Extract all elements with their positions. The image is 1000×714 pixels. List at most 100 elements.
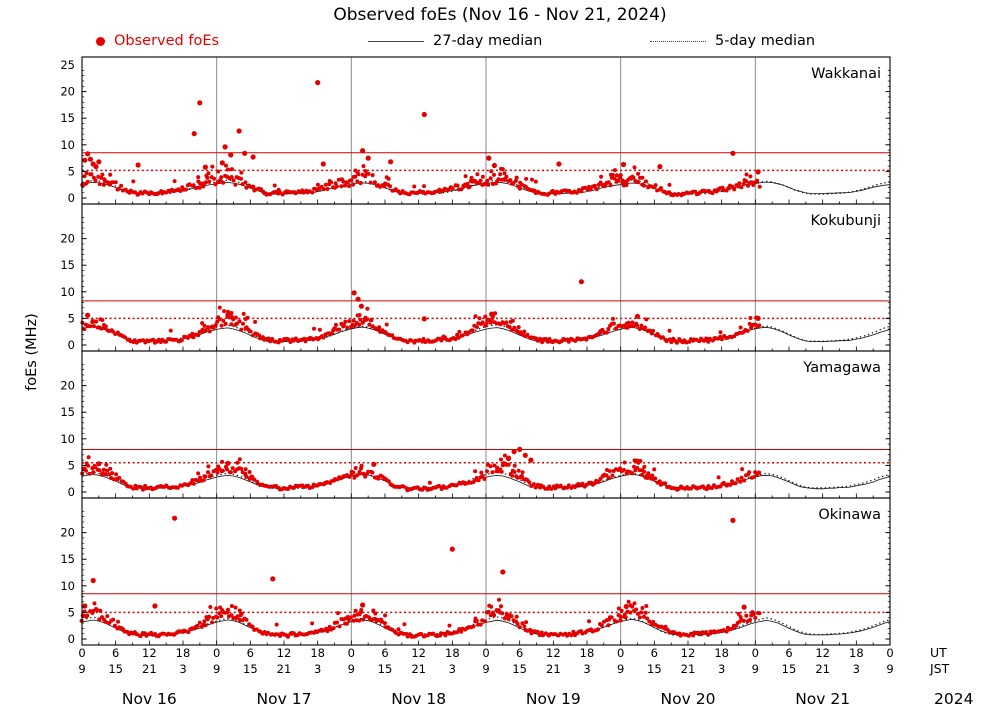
x-tick-jst: 3 [179, 662, 186, 676]
solid-line-icon [368, 40, 424, 42]
station-label: Okinawa [818, 507, 881, 523]
day-label: Nov 18 [391, 690, 446, 708]
y-tick-label: 0 [68, 338, 75, 352]
x-tick-jst: 15 [647, 662, 662, 676]
day-label: Nov 21 [795, 690, 850, 708]
station-label: Kokubunji [811, 213, 881, 229]
x-tick-jst: 21 [142, 662, 157, 676]
x-tick-jst: 9 [617, 662, 624, 676]
x-tick-jst: 3 [853, 662, 860, 676]
legend-item-median5: 5-day median [650, 31, 815, 51]
x-tick-jst: 9 [482, 662, 489, 676]
station-label: Wakkanai [811, 66, 881, 82]
x-tick-ut: 6 [112, 646, 119, 660]
y-tick-label: 5 [68, 311, 75, 325]
x-tick-ut: 0 [482, 646, 489, 660]
x-tick-jst: 21 [411, 662, 426, 676]
x-tick-jst: 21 [815, 662, 830, 676]
observed-scatter [80, 80, 762, 198]
x-tick-ut: 0 [78, 646, 85, 660]
x-tick-ut: 18 [580, 646, 595, 660]
x-tick-ut: 12 [142, 646, 157, 660]
x-tick-jst: 21 [277, 662, 292, 676]
y-tick-label: 5 [68, 458, 75, 472]
panel-kokubunji: 0 5 10 15 20 Kokubunji [60, 203, 891, 352]
x-tick-ut: 18 [445, 646, 460, 660]
x-tick-jst: 3 [718, 662, 725, 676]
x-tick-ut: 0 [617, 646, 624, 660]
x-axis-ticks [81, 640, 891, 645]
day-gridlines [216, 57, 756, 204]
x-tick-ut: 6 [651, 646, 658, 660]
x-tick-ut: 0 [886, 646, 893, 660]
panel-wakkanai: 0 5 10 15 20 25 Wakkanai [60, 56, 891, 205]
legend-item-median27: 27-day median [368, 31, 542, 51]
x-axis-labels: 0 9 6 15 12 21 18 3 0 9 6 15 12 21 18 3 0 9 6 15 12 21 18 3 0 9 6 1… [78, 645, 949, 676]
y-tick-label: 10 [60, 138, 75, 152]
x-tick-ut: 18 [849, 646, 864, 660]
y-tick-label: 5 [68, 164, 75, 178]
y-tick-label: 20 [60, 85, 75, 99]
ut-label: UT [930, 645, 947, 660]
panel-frame [81, 497, 891, 646]
x-tick-jst: 15 [108, 662, 123, 676]
y-tick-label: 20 [60, 526, 75, 540]
x-axis-ticks [81, 346, 891, 351]
x-tick-ut: 12 [681, 646, 696, 660]
y-axis-ticks: 0 5 10 15 20 [60, 510, 890, 646]
observed-scatter [80, 279, 762, 345]
panel-okinawa: 0 5 10 15 20 Okinawa [60, 497, 891, 646]
x-tick-jst: 9 [886, 662, 893, 676]
x-tick-ut: 0 [213, 646, 220, 660]
x-tick-jst: 21 [681, 662, 696, 676]
x-tick-jst: 15 [512, 662, 527, 676]
x-tick-ut: 6 [247, 646, 254, 660]
x-tick-ut: 6 [785, 646, 792, 660]
legend-label-median27: 27-day median [433, 33, 543, 49]
day-gridlines [216, 351, 756, 498]
y-axis-ticks: 0 5 10 15 20 [60, 363, 890, 499]
x-tick-jst: 15 [782, 662, 797, 676]
station-label: Yamagawa [802, 360, 881, 376]
x-tick-ut: 18 [310, 646, 325, 660]
legend-item-observed: Observed foEs [96, 31, 219, 51]
x-tick-ut: 0 [752, 646, 759, 660]
x-tick-ut: 12 [546, 646, 561, 660]
x-tick-ut: 6 [516, 646, 523, 660]
y-tick-label: 20 [60, 379, 75, 393]
x-axis-ticks [81, 493, 891, 498]
y-axis-ticks: 0 5 10 15 20 25 [60, 58, 890, 205]
x-tick-jst: 3 [449, 662, 456, 676]
y-tick-label: 20 [60, 232, 75, 246]
y-tick-label: 10 [60, 432, 75, 446]
jst-label: JST [929, 661, 950, 676]
y-tick-label: 15 [60, 111, 75, 125]
y-tick-label: 0 [68, 191, 75, 205]
y-tick-label: 15 [60, 258, 75, 272]
dotted-line-icon [650, 40, 706, 42]
y-tick-label: 0 [68, 485, 75, 499]
y-tick-label: 0 [68, 632, 75, 646]
y-tick-label: 5 [68, 605, 75, 619]
legend-label-observed: Observed foEs [114, 33, 220, 49]
x-tick-jst: 3 [314, 662, 321, 676]
x-axis-ticks [81, 199, 891, 204]
x-tick-jst: 9 [348, 662, 355, 676]
median5-line [81, 324, 891, 343]
median27-line [81, 326, 891, 343]
legend-label-median5: 5-day median [715, 33, 816, 49]
day-label: Nov 16 [122, 690, 177, 708]
year-label: 2024 [934, 690, 973, 708]
y-tick-label: 25 [60, 58, 75, 72]
observed-scatter [79, 515, 762, 639]
x-tick-jst: 15 [243, 662, 258, 676]
observed-scatter [80, 446, 762, 493]
y-tick-label: 10 [60, 285, 75, 299]
panel-yamagawa: 0 5 10 15 20 Yamagawa [60, 350, 891, 499]
x-tick-ut: 18 [714, 646, 729, 660]
day-label: Nov 19 [526, 690, 581, 708]
y-tick-label: 15 [60, 552, 75, 566]
x-tick-jst: 9 [752, 662, 759, 676]
